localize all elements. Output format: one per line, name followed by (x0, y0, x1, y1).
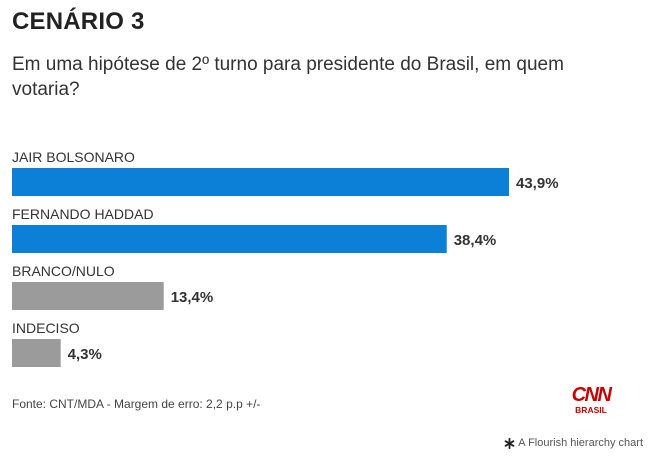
flourish-asterisk-icon (504, 437, 515, 449)
flourish-credit-label: A Flourish hierarchy chart (518, 437, 643, 449)
data-label: 43,9% (516, 175, 559, 192)
data-label: 38,4% (454, 232, 497, 249)
data-label: 13,4% (171, 289, 214, 306)
category-label: INDECISO (12, 320, 80, 336)
logo-text: CNN (572, 384, 613, 406)
cnn-brasil-logo: CNN BRASIL (572, 384, 614, 415)
logo-subtext: BRASIL (575, 405, 607, 415)
category-label: BRANCO/NULO (12, 263, 115, 279)
bar (12, 339, 61, 367)
category-label: JAIR BOLSONARO (12, 149, 135, 165)
data-label: 4,3% (68, 346, 102, 363)
bar (12, 225, 447, 253)
bar (12, 168, 509, 196)
chart-title: CENÁRIO 3 (12, 8, 145, 35)
bar (12, 282, 164, 310)
chart-subtitle: Em uma hipótese de 2º turno para preside… (12, 54, 564, 100)
bar-chart: JAIR BOLSONARO 43,9% FERNANDO HADDAD 38,4% B… (12, 149, 559, 367)
category-label: FERNANDO HADDAD (12, 206, 154, 222)
source-note: Fonte: CNT/MDA - Margem de erro: 2,2 p.p… (12, 397, 261, 411)
flourish-credit[interactable]: A Flourish hierarchy chart (504, 437, 643, 449)
